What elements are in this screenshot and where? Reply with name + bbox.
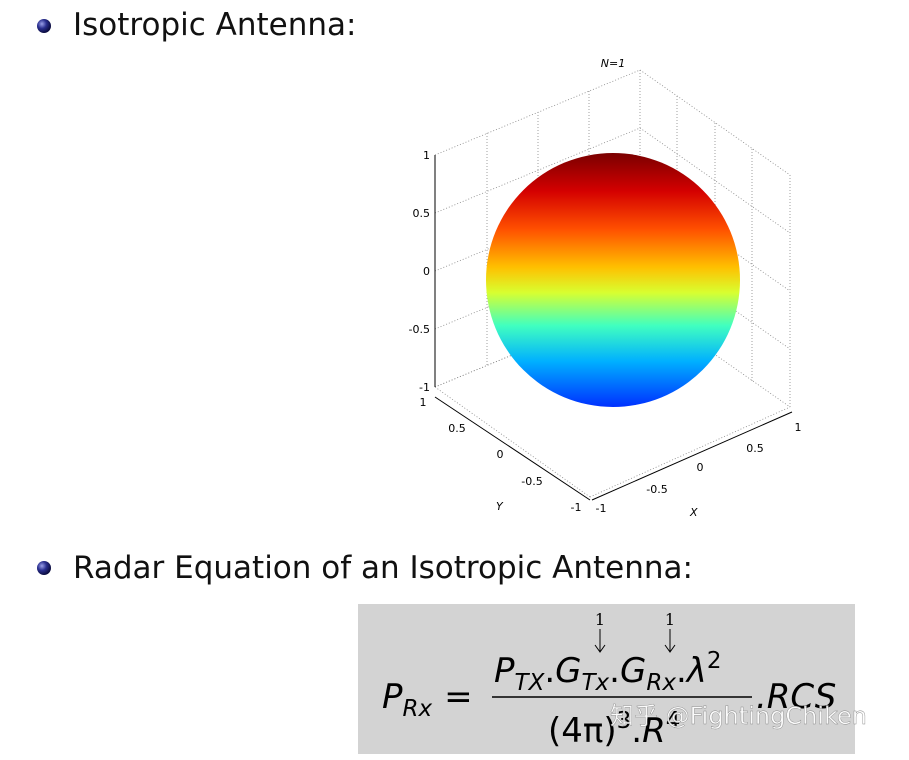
tick-label: -0.5 [646, 483, 667, 496]
sphere [486, 153, 740, 407]
bullet-text: Isotropic Antenna: [73, 7, 356, 43]
annotation: 1 [665, 610, 675, 629]
equation-lhs: PRx = [382, 677, 473, 722]
tick-label: 0 [423, 265, 430, 278]
equation-tail: .RCS [756, 677, 836, 717]
tick-label: -0.5 [521, 475, 542, 488]
bullet-icon [37, 19, 51, 33]
superscript: 3 [617, 708, 632, 734]
annotation: 1 [595, 610, 605, 629]
watermark: 知乎 @FightingChiken [610, 702, 867, 730]
tick-label: 1 [423, 149, 430, 162]
tick-label: -1 [571, 501, 582, 514]
equation-box [358, 604, 855, 754]
dot: . [676, 651, 687, 691]
dot: . [631, 711, 642, 751]
equals: = [444, 677, 473, 717]
tick-label: 0 [697, 461, 704, 474]
equation-numerator: PTX.GTx.GRx.λ2 [494, 648, 722, 696]
tick-label: 0.5 [746, 442, 764, 455]
symbol: (4π) [548, 711, 617, 751]
dot: . [609, 651, 620, 691]
bullet-text: Radar Equation of an Isotropic Antenna: [73, 550, 693, 586]
tick-label: -1 [596, 502, 607, 515]
dot: . [544, 651, 555, 691]
bullet-icon [37, 561, 51, 575]
symbol: R [642, 711, 666, 751]
tick-label: 0.5 [413, 207, 431, 220]
superscript: 4 [666, 708, 681, 734]
plot-title: N=1 [601, 57, 625, 70]
arrows [594, 629, 676, 653]
axis-label: X [689, 506, 698, 519]
axis-label: Y [496, 500, 504, 513]
tick-label: 1 [795, 421, 802, 434]
symbol: λ [685, 651, 707, 691]
equation-denominator: (4π)3.R4 [548, 708, 680, 751]
tick-label: 0.5 [448, 422, 466, 435]
symbol: G [555, 651, 581, 691]
tick-label: 1 [420, 396, 427, 409]
subscript: Tx [582, 670, 610, 696]
symbol: P [382, 677, 403, 717]
tick-label: -0.5 [409, 323, 430, 336]
superscript: 2 [707, 648, 722, 674]
tick-label: -1 [419, 381, 430, 394]
symbol: P [494, 651, 515, 691]
tick-label: 0 [497, 448, 504, 461]
symbol: G [620, 651, 646, 691]
subscript: Rx [646, 670, 676, 696]
subscript: Rx [403, 696, 433, 722]
subscript: TX [515, 670, 546, 696]
